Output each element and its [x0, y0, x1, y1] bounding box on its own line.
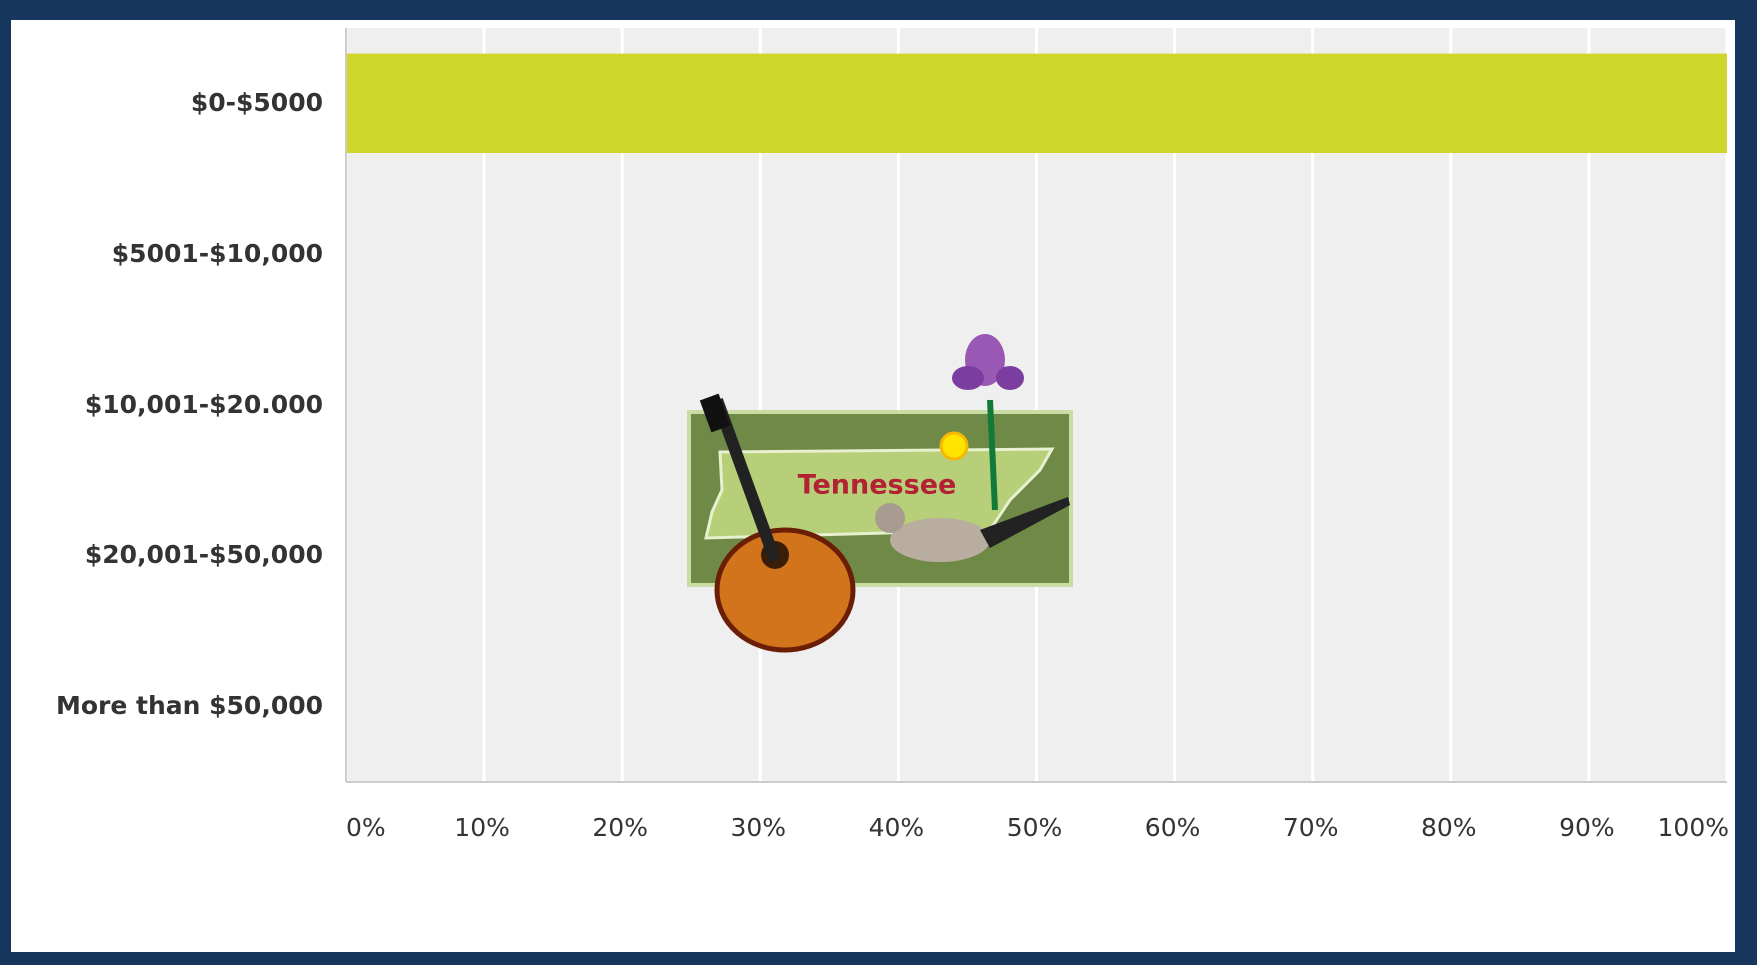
x-tick-label: 90%: [1559, 813, 1615, 842]
bar: [346, 53, 1727, 153]
x-tick-label: 100%: [1658, 813, 1729, 842]
x-tick-label: 70%: [1283, 813, 1339, 842]
y-tick-label: $20,001-$50,000: [84, 540, 323, 570]
x-tick-label: 80%: [1421, 813, 1477, 842]
x-tick-label: 20%: [592, 813, 648, 842]
y-tick-label: $5001-$10,000: [111, 238, 323, 268]
x-tick-label: 30%: [731, 813, 787, 842]
x-tick-label: 50%: [1007, 813, 1063, 842]
y-tick-label: More than $50,000: [55, 690, 323, 720]
flower: [996, 366, 1024, 390]
clip-art: Tennessee: [687, 334, 1073, 653]
x-tick-label: 0%: [346, 813, 386, 842]
y-tick-label: $0-$5000: [190, 88, 323, 118]
guitar-body: [714, 527, 856, 653]
guitar-head: [699, 393, 731, 433]
sun: [939, 431, 969, 461]
clip-art-text: Tennessee: [798, 470, 957, 501]
x-tick-label: 40%: [869, 813, 925, 842]
bird-tail: [980, 497, 1070, 548]
x-tick-label: 10%: [454, 813, 510, 842]
flower-stem: [987, 399, 998, 511]
flower: [952, 366, 984, 390]
x-tick-label: 60%: [1145, 813, 1201, 842]
y-tick-label: $10,001-$20.000: [84, 389, 323, 419]
bird-head: [875, 503, 905, 533]
bird: [890, 518, 990, 562]
